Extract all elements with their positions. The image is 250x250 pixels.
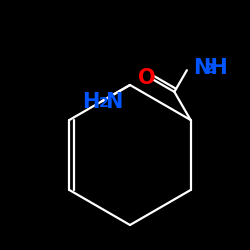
Text: 2: 2 [205, 62, 215, 76]
Text: NH: NH [193, 58, 228, 78]
Text: H: H [82, 92, 99, 112]
Text: 2: 2 [99, 96, 109, 110]
Text: O: O [138, 68, 155, 88]
Text: N: N [105, 92, 122, 112]
